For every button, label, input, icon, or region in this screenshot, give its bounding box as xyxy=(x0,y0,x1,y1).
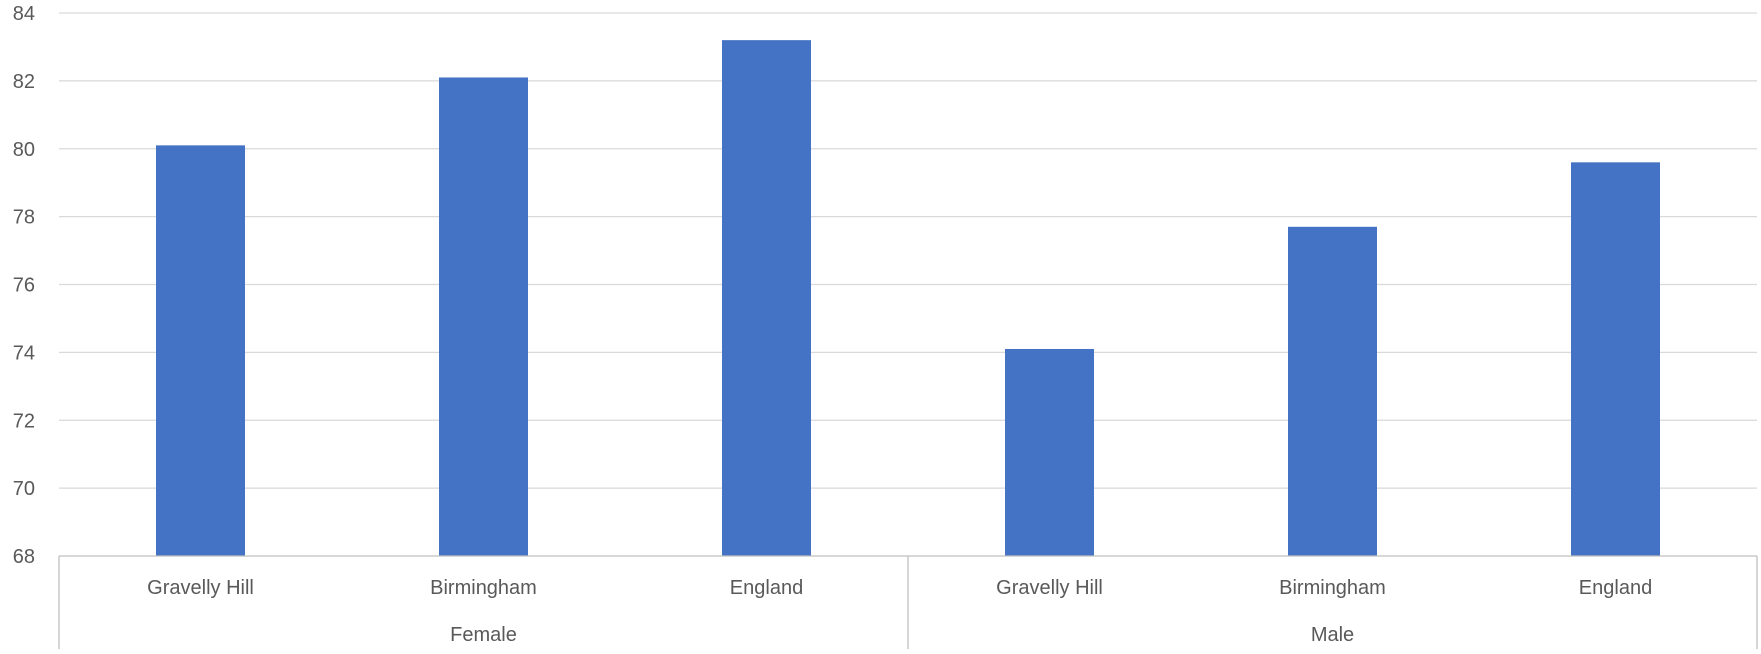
category-label: Gravelly Hill xyxy=(996,577,1103,599)
category-label: Birmingham xyxy=(1279,577,1386,599)
y-tick-label: 72 xyxy=(13,410,35,432)
bar xyxy=(1005,348,1094,556)
y-tick-label: 84 xyxy=(13,3,35,25)
category-label: England xyxy=(730,577,803,599)
bar xyxy=(439,77,528,556)
y-tick-label: 78 xyxy=(13,207,35,229)
y-tick-label: 74 xyxy=(13,342,35,364)
y-tick-label: 76 xyxy=(13,275,35,297)
category-label: Gravelly Hill xyxy=(147,577,254,599)
bar xyxy=(1288,226,1377,556)
group-label: Female xyxy=(450,624,517,646)
y-tick-label: 68 xyxy=(13,546,35,568)
bar xyxy=(156,145,245,556)
y-tick-label: 70 xyxy=(13,478,35,500)
bar xyxy=(1571,162,1660,556)
group-label: Male xyxy=(1311,624,1354,646)
category-label: Birmingham xyxy=(430,577,537,599)
bar xyxy=(722,40,811,556)
y-tick-label: 80 xyxy=(13,139,35,161)
y-tick-label: 82 xyxy=(13,71,35,93)
category-label: England xyxy=(1579,577,1652,599)
